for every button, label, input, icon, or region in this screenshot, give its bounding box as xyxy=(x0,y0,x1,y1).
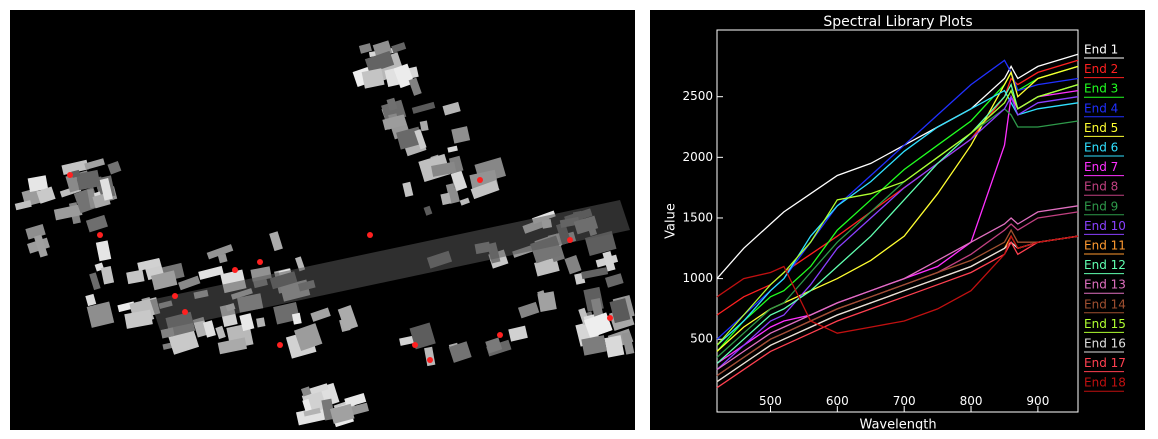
legend-label: End 9 xyxy=(1084,199,1118,213)
legend-label: End 11 xyxy=(1084,239,1126,253)
x-axis-label: Wavelength xyxy=(859,418,936,433)
marker xyxy=(497,332,503,338)
figure: Spectral Library Plots Wavelength Value … xyxy=(0,0,1158,439)
x-tick-label: 500 xyxy=(759,394,782,408)
building xyxy=(256,317,265,327)
marker xyxy=(97,232,103,238)
marker xyxy=(427,357,433,363)
marker xyxy=(182,309,188,315)
marker xyxy=(172,293,178,299)
legend-label: End 10 xyxy=(1084,219,1126,233)
legend-label: End 17 xyxy=(1084,356,1126,370)
marker xyxy=(367,232,373,238)
building xyxy=(537,291,556,312)
legend-label: End 8 xyxy=(1084,180,1118,194)
marker xyxy=(412,342,418,348)
legend-label: End 3 xyxy=(1084,82,1118,96)
x-tick-label: 600 xyxy=(826,394,849,408)
marker xyxy=(67,172,73,178)
marker xyxy=(477,177,483,183)
legend-label: End 13 xyxy=(1084,278,1126,292)
marker xyxy=(567,237,573,243)
legend-label: End 6 xyxy=(1084,141,1118,155)
x-tick-label: 800 xyxy=(960,394,983,408)
legend-label: End 2 xyxy=(1084,62,1118,76)
marker xyxy=(277,342,283,348)
legend-label: End 16 xyxy=(1084,337,1126,351)
page: {"chart_data": { "type": "line", "title"… xyxy=(0,0,1158,439)
chart-panel xyxy=(650,10,1145,430)
legend-label: End 7 xyxy=(1084,160,1118,174)
y-tick-label: 500 xyxy=(690,332,713,346)
y-axis-label: Value xyxy=(664,203,679,239)
legend-label: End 15 xyxy=(1084,317,1126,331)
y-tick-label: 2000 xyxy=(682,150,713,164)
y-tick-label: 1500 xyxy=(682,210,713,224)
legend-label: End 1 xyxy=(1084,43,1118,57)
marker xyxy=(607,315,613,321)
legend-label: End 18 xyxy=(1084,376,1126,390)
y-tick-label: 2500 xyxy=(682,89,713,103)
chart-title: Spectral Library Plots xyxy=(823,14,972,30)
marker xyxy=(257,259,263,265)
legend-label: End 14 xyxy=(1084,297,1126,311)
legend-label: End 4 xyxy=(1084,101,1118,115)
legend-label: End 12 xyxy=(1084,258,1126,272)
marker xyxy=(232,267,238,273)
x-tick-label: 900 xyxy=(1026,394,1049,408)
legend-label: End 5 xyxy=(1084,121,1118,135)
y-tick-label: 1000 xyxy=(682,271,713,285)
x-tick-label: 700 xyxy=(893,394,916,408)
